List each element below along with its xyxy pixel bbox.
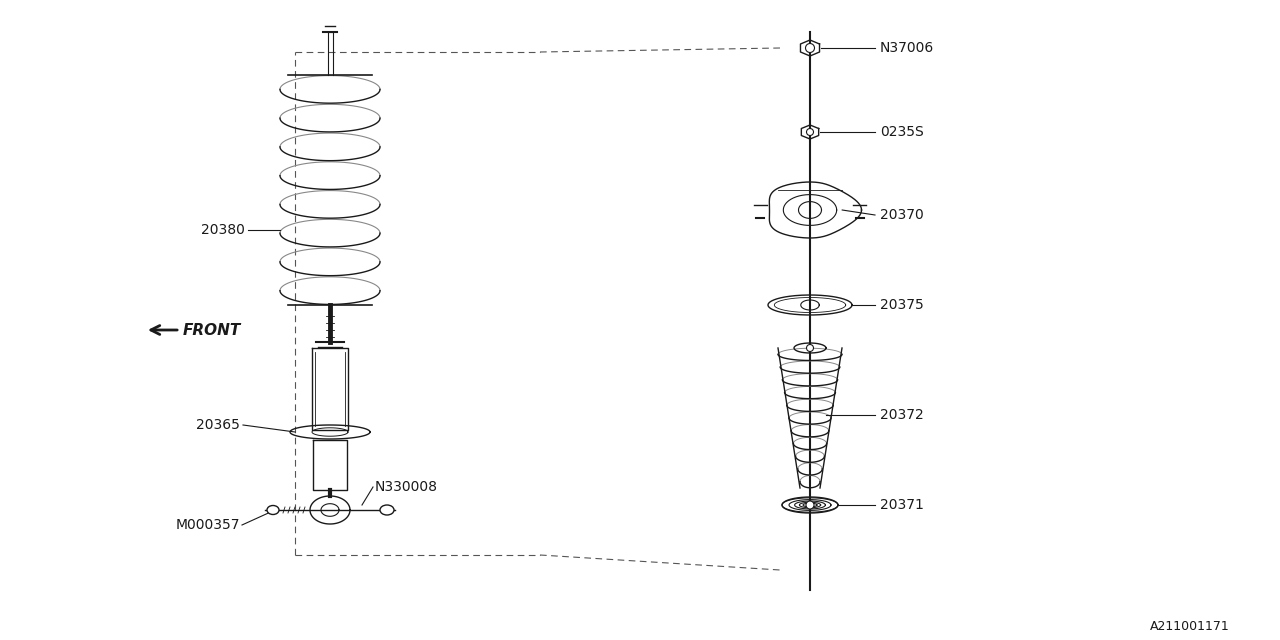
Ellipse shape [380, 505, 394, 515]
Circle shape [806, 129, 814, 136]
Text: A211001171: A211001171 [1151, 620, 1230, 632]
Circle shape [806, 344, 814, 351]
Text: M000357: M000357 [175, 518, 241, 532]
Text: N330008: N330008 [375, 480, 438, 494]
Text: FRONT: FRONT [183, 323, 241, 337]
Text: N37006: N37006 [881, 41, 934, 55]
Text: 0235S: 0235S [881, 125, 924, 139]
Circle shape [805, 44, 814, 52]
Text: 20375: 20375 [881, 298, 924, 312]
Text: 20372: 20372 [881, 408, 924, 422]
Text: 20370: 20370 [881, 208, 924, 222]
Circle shape [806, 501, 814, 509]
Text: 20371: 20371 [881, 498, 924, 512]
Ellipse shape [268, 506, 279, 515]
Text: 20380: 20380 [201, 223, 244, 237]
Text: 20365: 20365 [196, 418, 241, 432]
